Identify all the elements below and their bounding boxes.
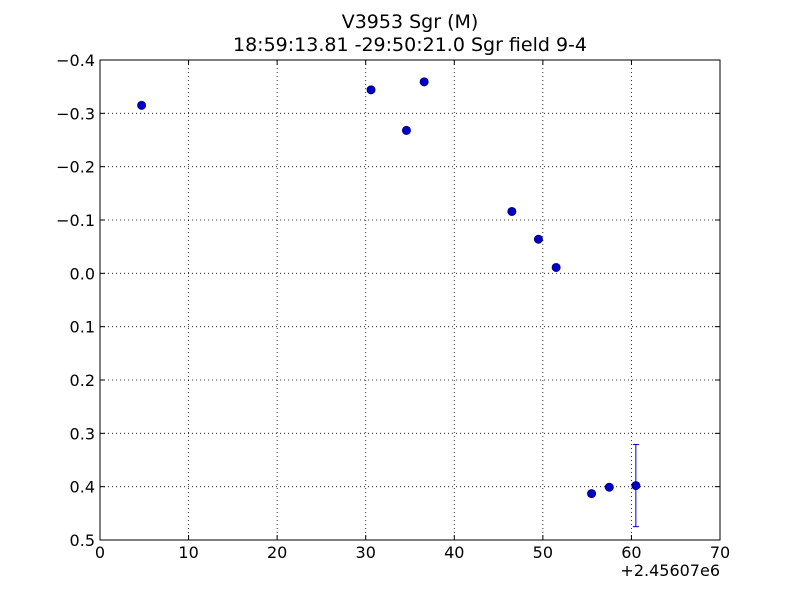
data-point bbox=[366, 85, 376, 95]
x-tick-label: 40 bbox=[444, 543, 464, 562]
data-point bbox=[551, 262, 561, 272]
data-point bbox=[401, 125, 411, 135]
x-offset-label: +2.45607e6 bbox=[620, 561, 720, 580]
x-tick-label: 0 bbox=[95, 543, 105, 562]
chart-title: V3953 Sgr (M) bbox=[341, 11, 479, 33]
data-point bbox=[419, 77, 429, 87]
y-tick-label: 0.1 bbox=[70, 318, 95, 337]
grid-lines bbox=[100, 60, 720, 540]
y-tick-label: −0.4 bbox=[56, 51, 95, 70]
data-point bbox=[507, 206, 517, 216]
y-tick-label: 0.5 bbox=[70, 531, 95, 550]
plot-frame bbox=[99, 59, 721, 541]
axis-ticks bbox=[99, 59, 721, 541]
data-point bbox=[631, 481, 641, 491]
y-tick-label: −0.1 bbox=[56, 211, 95, 230]
x-tick-label: 20 bbox=[267, 543, 287, 562]
y-tick-label: 0.3 bbox=[70, 424, 95, 443]
data-point bbox=[137, 100, 147, 110]
data-point bbox=[533, 234, 543, 244]
x-tick-label: 60 bbox=[621, 543, 641, 562]
y-tick-label: 0.0 bbox=[70, 264, 95, 283]
tick-labels: 0 10 20 30 40 50 60 70 −0.4 −0.3 −0.2 −0.1 0.0 0.1 0.2… bbox=[56, 51, 730, 562]
y-tick-label: 0.2 bbox=[70, 371, 95, 390]
x-tick-label: 10 bbox=[178, 543, 198, 562]
data-point bbox=[587, 489, 597, 499]
y-tick-label: −0.3 bbox=[56, 104, 95, 123]
chart-subtitle: 18:59:13.81 -29:50:21.0 Sgr field 9-4 bbox=[233, 34, 587, 56]
y-tick-label: 0.4 bbox=[70, 478, 95, 497]
data-points bbox=[137, 77, 641, 528]
x-tick-label: 70 bbox=[710, 543, 730, 562]
x-tick-label: 50 bbox=[533, 543, 553, 562]
y-tick-label: −0.2 bbox=[56, 158, 95, 177]
data-point bbox=[604, 482, 614, 492]
x-tick-label: 30 bbox=[356, 543, 376, 562]
